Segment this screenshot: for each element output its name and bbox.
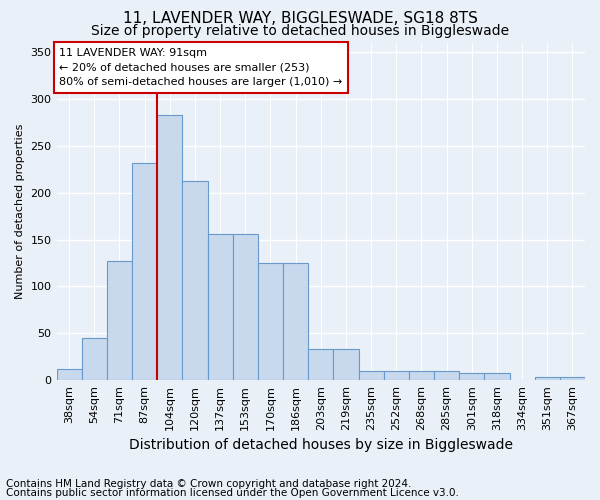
Bar <box>409 371 434 380</box>
Text: Contains public sector information licensed under the Open Government Licence v3: Contains public sector information licen… <box>6 488 459 498</box>
Bar <box>459 373 484 380</box>
Bar <box>157 115 182 380</box>
Bar <box>434 371 459 380</box>
Bar <box>535 378 560 380</box>
Bar <box>107 261 132 380</box>
Bar <box>484 373 509 380</box>
Bar <box>308 350 334 380</box>
Text: 11 LAVENDER WAY: 91sqm
← 20% of detached houses are smaller (253)
80% of semi-de: 11 LAVENDER WAY: 91sqm ← 20% of detached… <box>59 48 343 87</box>
Bar <box>258 263 283 380</box>
Text: 11, LAVENDER WAY, BIGGLESWADE, SG18 8TS: 11, LAVENDER WAY, BIGGLESWADE, SG18 8TS <box>122 11 478 26</box>
Y-axis label: Number of detached properties: Number of detached properties <box>15 124 25 299</box>
Bar <box>560 378 585 380</box>
Text: Contains HM Land Registry data © Crown copyright and database right 2024.: Contains HM Land Registry data © Crown c… <box>6 479 412 489</box>
Bar <box>383 371 409 380</box>
Bar <box>182 182 208 380</box>
Bar <box>82 338 107 380</box>
Text: Size of property relative to detached houses in Biggleswade: Size of property relative to detached ho… <box>91 24 509 38</box>
Bar <box>132 162 157 380</box>
Bar <box>233 234 258 380</box>
X-axis label: Distribution of detached houses by size in Biggleswade: Distribution of detached houses by size … <box>129 438 513 452</box>
Bar <box>283 263 308 380</box>
Bar <box>334 350 359 380</box>
Bar <box>359 371 383 380</box>
Bar <box>208 234 233 380</box>
Bar <box>56 369 82 380</box>
